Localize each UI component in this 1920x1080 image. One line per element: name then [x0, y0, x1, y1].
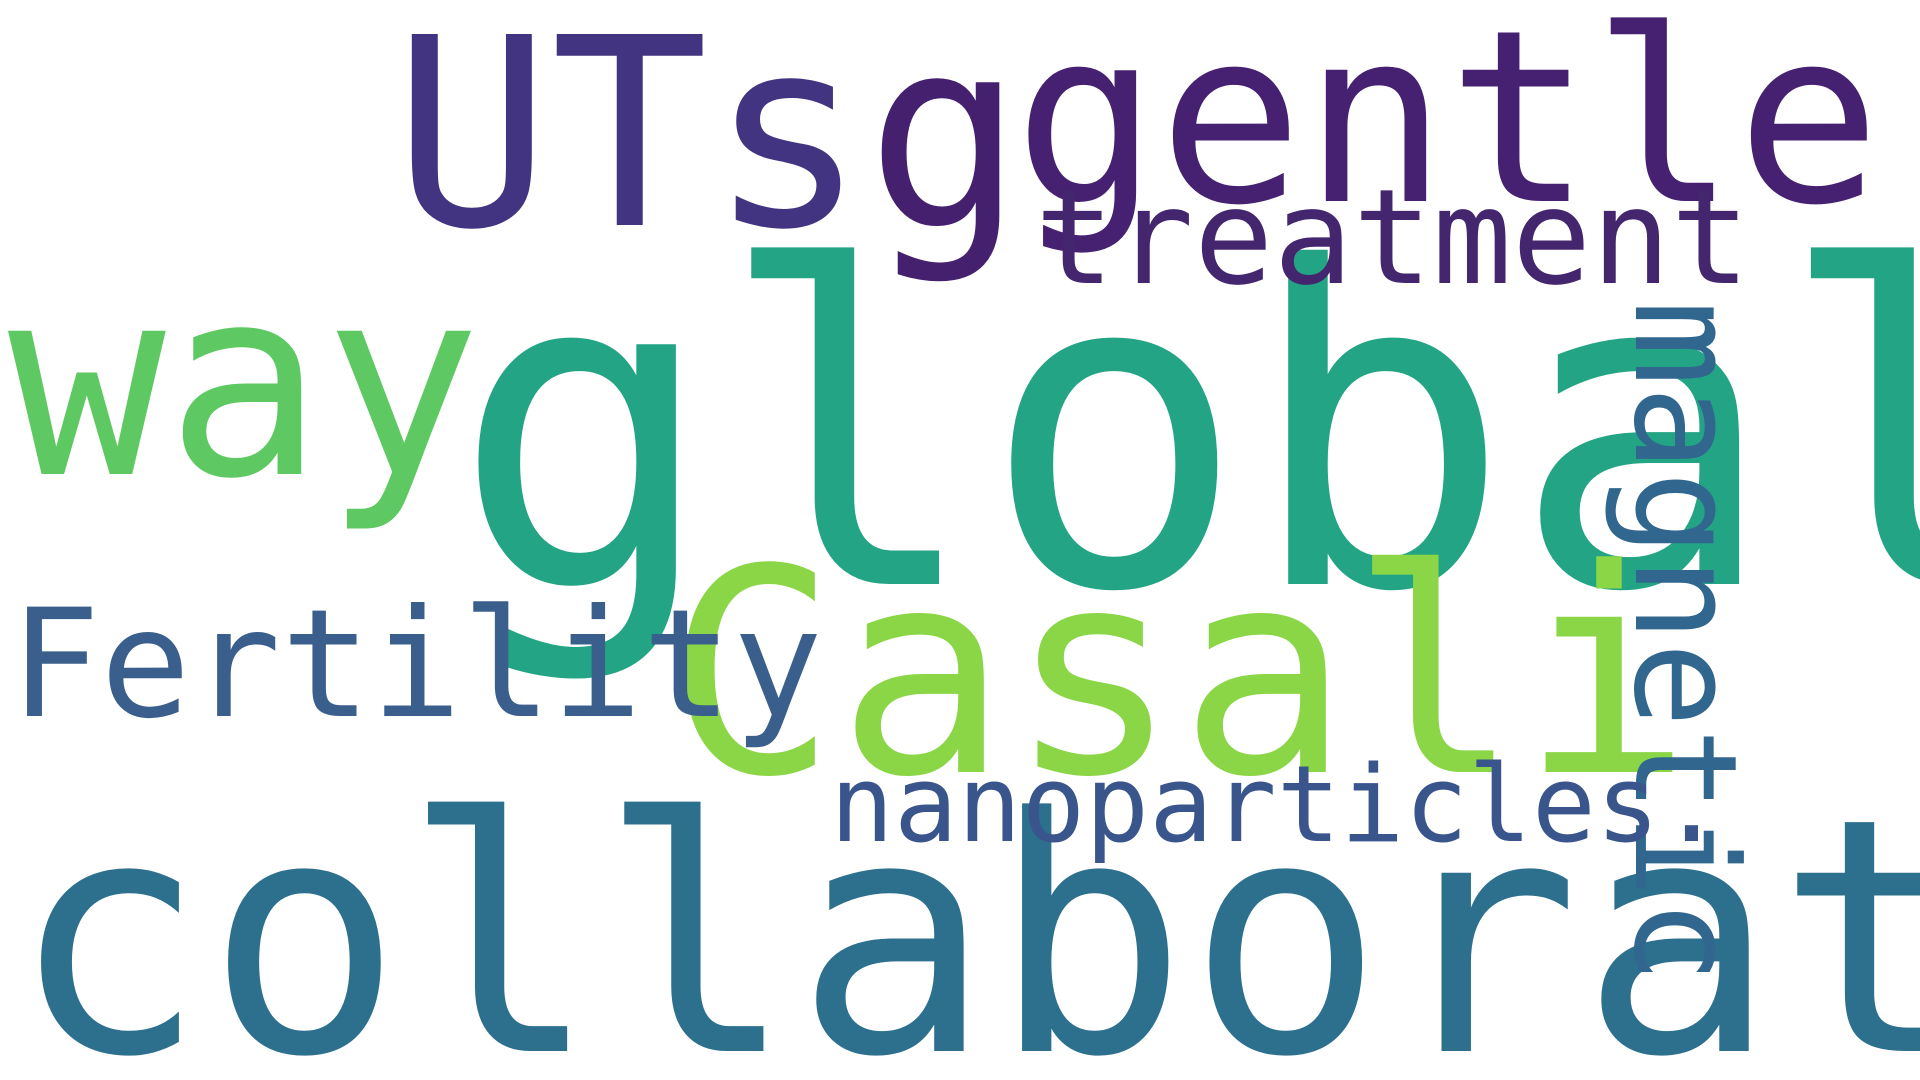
- word-g: g: [866, 0, 1024, 287]
- word-nanoparticles: nanoparticles.: [830, 743, 1724, 866]
- word-fertility: Fertility: [10, 578, 823, 752]
- word-treatment: treatment: [1035, 161, 1751, 315]
- word-magnetic: magnetic: [1602, 300, 1767, 984]
- word-way: way: [8, 231, 482, 536]
- word-uts: UTs: [393, 0, 867, 287]
- word-casali: Casali: [666, 508, 1692, 839]
- word-global: global: [452, 176, 1920, 688]
- word-gentler: gentler: [1014, 0, 1920, 258]
- word-collaboration: collaboration: [10, 748, 1920, 1080]
